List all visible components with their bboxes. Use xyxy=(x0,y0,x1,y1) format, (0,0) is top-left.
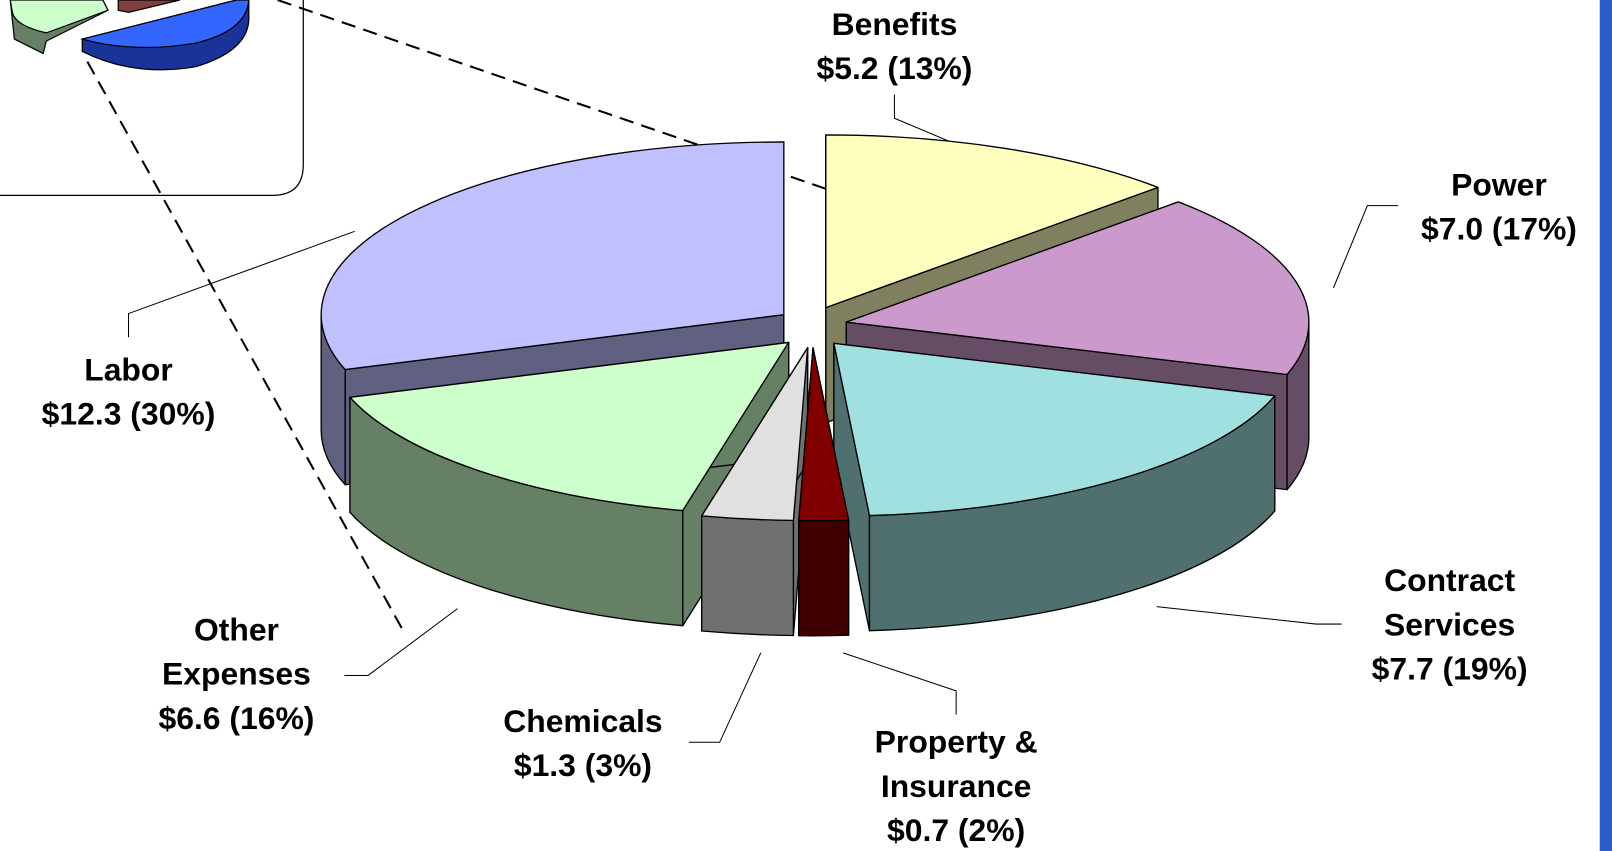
slice-top xyxy=(798,347,850,522)
slice-top xyxy=(833,342,1276,517)
leader-line xyxy=(127,230,355,338)
data-label: Property & Insurance $0.7 (2%) xyxy=(833,720,1080,851)
value-label: $0.7 (2%) xyxy=(887,812,1026,849)
value-label: $7.7 (19%) xyxy=(1371,650,1528,687)
value-label: $7.0 (17%) xyxy=(1421,210,1577,247)
slice-top xyxy=(701,347,809,522)
data-label: Chemicals $1.3 (3%) xyxy=(449,699,716,787)
frame-edge xyxy=(1599,0,1612,851)
inset-piece xyxy=(117,0,181,13)
slice-top xyxy=(825,134,1159,309)
slice xyxy=(798,347,850,637)
category-label: Contract Services xyxy=(1384,562,1516,643)
data-label: Other Expenses $6.6 (16%) xyxy=(118,608,354,741)
pie xyxy=(320,134,1310,637)
leader-line xyxy=(842,652,957,715)
slice xyxy=(349,341,790,627)
value-label: $12.3 (30%) xyxy=(41,395,216,432)
value-label: $1.3 (3%) xyxy=(513,747,653,784)
category-label: Power xyxy=(1451,166,1547,203)
inset-piece xyxy=(79,0,250,49)
slice-top xyxy=(320,141,785,371)
category-label: Other Expenses xyxy=(162,611,311,692)
slice-top xyxy=(845,201,1310,376)
value-label: $6.6 (16%) xyxy=(158,700,315,737)
leader-line xyxy=(1332,205,1399,289)
category-label: Property & Insurance xyxy=(874,723,1038,804)
leader-line xyxy=(344,608,458,676)
slice xyxy=(833,342,1276,632)
data-label: Contract Services $7.7 (19%) xyxy=(1331,558,1567,691)
leader-line xyxy=(1156,606,1342,625)
inset-piece xyxy=(9,0,109,34)
inset-frame xyxy=(0,0,304,196)
category-label: Labor xyxy=(84,351,173,388)
value-label: $5.2 (13%) xyxy=(816,50,973,87)
data-label: Labor $12.3 (30%) xyxy=(0,347,262,435)
leader-line xyxy=(688,652,762,743)
data-label: Benefits $5.2 (13%) xyxy=(761,2,1028,90)
connector xyxy=(86,61,405,633)
category-label: Benefits xyxy=(831,6,958,43)
category-label: Chemicals xyxy=(503,703,663,740)
slice-top xyxy=(349,341,790,512)
data-label: Power $7.0 (17%) xyxy=(1376,162,1612,250)
slice-wall xyxy=(798,519,850,637)
slice-wall xyxy=(701,515,795,637)
